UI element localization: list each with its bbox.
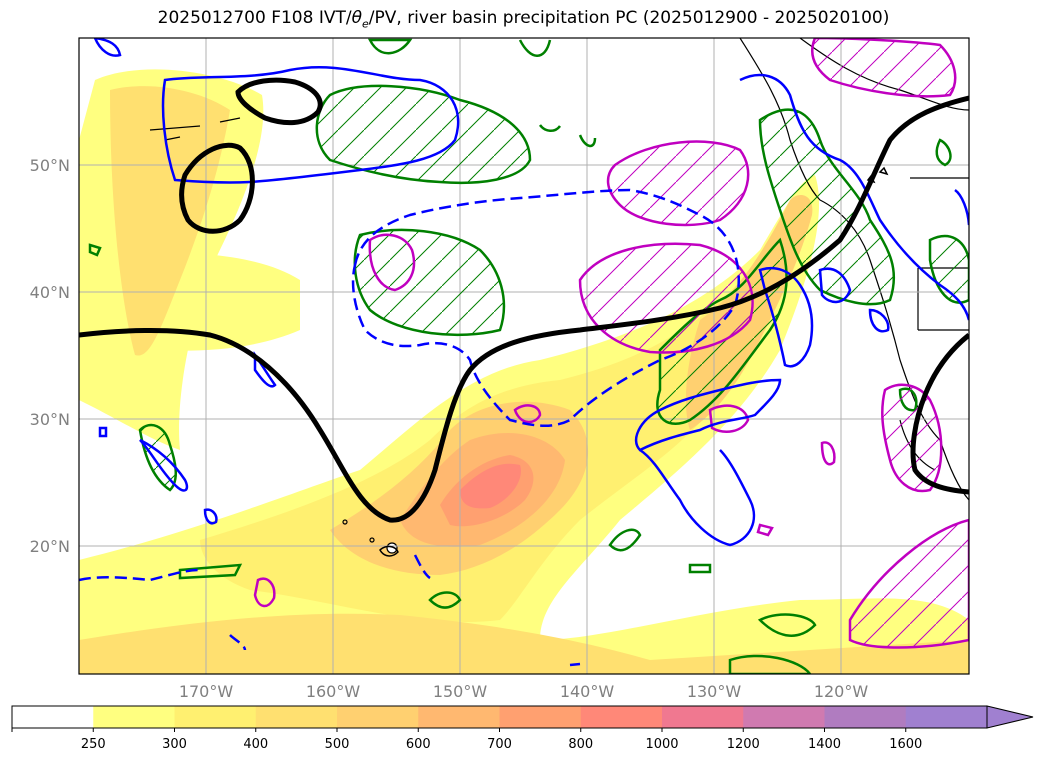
colorbar-tick-label: 1200: [727, 737, 760, 752]
lat-label: 20°N: [30, 537, 70, 556]
colorbar-tick-label: 250: [81, 737, 106, 752]
colorbar-swatch: [255, 706, 338, 728]
lon-label: 120°W: [814, 682, 869, 701]
colorbar: 250 300 400 500 600 700 800 1000 1200 1400 1600: [11, 705, 1034, 752]
pv-contours: [79, 77, 969, 523]
title-theta-subscript: e: [362, 17, 369, 31]
colorbar-swatch: [12, 706, 94, 728]
colorbar-swatch: [418, 706, 500, 728]
title-prefix: 2025012700 F108 IVT/: [157, 8, 352, 28]
lat-label: 50°N: [30, 156, 70, 175]
map-frame: [78, 37, 970, 675]
colorbar-tick-label: 600: [406, 737, 431, 752]
colorbar-tick-label: 500: [325, 737, 350, 752]
latitude-labels: 50°N 40°N 30°N 20°N: [30, 156, 70, 556]
lon-label: 140°W: [560, 682, 615, 701]
longitude-labels: 170°W 160°W 150°W 140°W 130°W 120°W: [179, 682, 869, 701]
lon-label: 170°W: [179, 682, 234, 701]
colorbar-swatch: [337, 706, 419, 728]
theta-e-dashed-contours: [79, 188, 740, 667]
colorbar-tick-label: 1600: [889, 737, 922, 752]
lon-label: 130°W: [687, 682, 742, 701]
title-suffix: /PV, river basin precipitation PC (20250…: [368, 8, 890, 28]
colorbar-tick-label: 400: [243, 737, 268, 752]
colorbar-tick-label: 1400: [808, 737, 841, 752]
lon-label: 160°W: [306, 682, 361, 701]
colorbar-swatch: [743, 706, 825, 728]
colorbar-swatch: [93, 706, 175, 728]
colorbar-tick-label: 1000: [645, 737, 678, 752]
colorbar-swatch: [824, 706, 907, 728]
colorbar-tick-label: 300: [162, 737, 187, 752]
colorbar-swatch: [662, 706, 744, 728]
lat-label: 30°N: [30, 410, 70, 429]
title-theta: θ: [351, 8, 362, 28]
colorbar-swatch: [905, 706, 988, 728]
colorbar-extend-arrow: [986, 705, 1034, 729]
lat-label: 40°N: [30, 283, 70, 302]
colorbar-swatch: [580, 706, 663, 728]
map-title: 2025012700 F108 IVT/θe/PV, river basin p…: [0, 8, 1047, 30]
islands: [379, 166, 889, 557]
colorbar-tick-label: 800: [568, 737, 593, 752]
map-plot-area: [79, 38, 969, 674]
colorbar-tick-label: 700: [487, 737, 512, 752]
colorbar-swatch: [499, 706, 582, 728]
lon-label: 150°W: [433, 682, 488, 701]
colorbar-swatch: [174, 706, 257, 728]
